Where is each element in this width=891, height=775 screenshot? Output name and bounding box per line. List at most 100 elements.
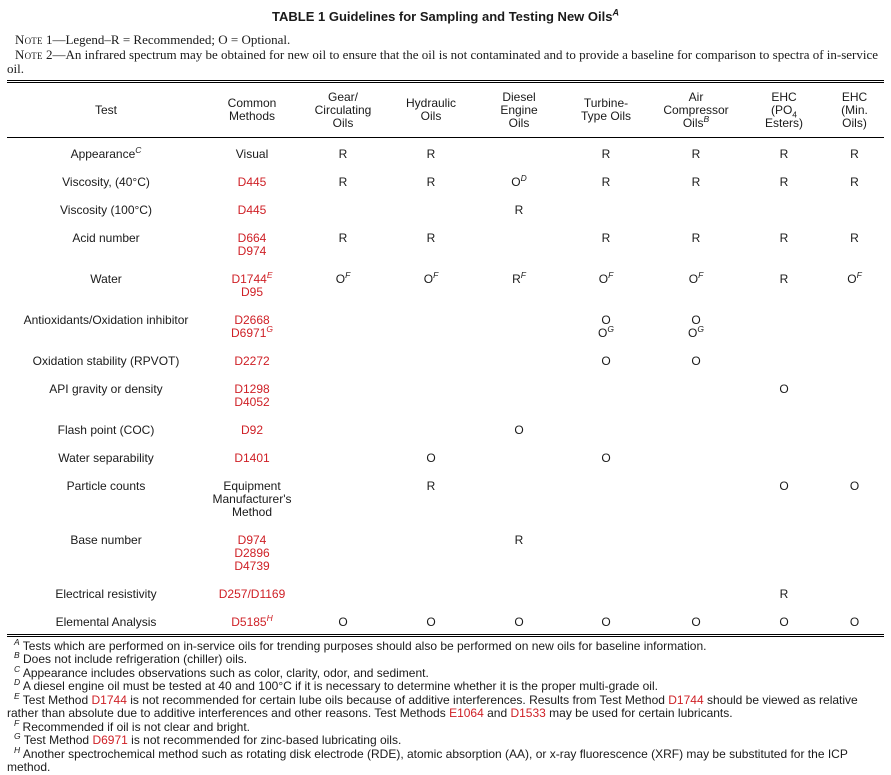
recommendation-cell: O xyxy=(779,478,789,493)
recommendation-cell: R xyxy=(338,146,348,161)
common-methods-cell: D5185H xyxy=(205,606,299,636)
recommendation-cell: O xyxy=(691,614,701,629)
recommendation-cell xyxy=(825,578,884,606)
method-reference: D4739 xyxy=(234,558,270,573)
footnote-A: A Tests which are performed on in-servic… xyxy=(14,636,707,653)
recommendation-cell xyxy=(649,194,743,222)
recommendation-cell xyxy=(563,470,649,524)
recommendation-cell: OF xyxy=(335,269,351,286)
test-name-cell: Elemental Analysis xyxy=(55,614,157,629)
footnote-F: F Recommended if oil is not clear and br… xyxy=(14,717,250,734)
recommendation-cell: R xyxy=(850,174,859,189)
recommendation-cell xyxy=(649,524,743,578)
recommendation-cell xyxy=(649,470,743,524)
footnote-B: B Does not include refrigeration (chille… xyxy=(14,650,248,666)
column-header-3: Hydraulic Oils xyxy=(387,81,475,138)
footnote-D: D A diesel engine oil must be tested at … xyxy=(14,677,658,693)
method-reference: D6971G xyxy=(231,323,273,340)
recommendation-cell: O OG xyxy=(598,312,614,340)
recommendation-cell xyxy=(563,578,649,606)
recommendation-cell xyxy=(475,345,563,373)
recommendation-cell: O xyxy=(601,353,611,368)
recommendation-cell: O xyxy=(779,614,789,629)
recommendation-cell: R xyxy=(779,174,789,189)
recommendation-cell xyxy=(825,304,884,345)
table-title-text: TABLE 1 Guidelines for Sampling and Test… xyxy=(272,9,613,24)
table-row: Electrical resistivity D257/D1169 R xyxy=(7,578,884,606)
recommendation-cell xyxy=(475,304,563,345)
method-reference: E1064 xyxy=(449,706,484,720)
table-header-row: Test Common Methods Gear/Circulating Oils Hyd… xyxy=(7,81,884,138)
recommendation-cell: O xyxy=(338,614,348,629)
recommendation-cell: R xyxy=(601,230,611,245)
table-body: AppearanceC Visual R R R R R R Viscosity, (40°C)… xyxy=(7,137,884,635)
method-reference: D974 xyxy=(237,532,267,547)
recommendation-cell xyxy=(299,373,387,414)
method-reference: D2668 xyxy=(234,312,270,327)
recommendation-cell xyxy=(475,442,563,470)
recommendation-cell: O xyxy=(514,422,524,437)
recommendation-cell: R xyxy=(850,230,859,245)
method-reference: D95 xyxy=(240,284,263,299)
test-name-cell: Antioxidants/Oxidation inhibitor xyxy=(23,312,189,327)
recommendation-cell: R xyxy=(779,230,789,245)
recommendation-cell xyxy=(743,304,825,345)
footnote-marker: D xyxy=(14,677,21,687)
recommendation-cell xyxy=(387,194,475,222)
recommendation-cell: R xyxy=(426,146,436,161)
recommendation-cell xyxy=(825,373,884,414)
table-row: Acid number D664 D974 R R R R R R xyxy=(7,222,884,263)
recommendation-cell xyxy=(563,414,649,442)
recommendation-cell xyxy=(475,470,563,524)
method-reference: D6971 xyxy=(92,733,128,747)
recommendation-cell xyxy=(387,345,475,373)
recommendation-cell: O xyxy=(514,614,524,629)
test-name-cell: Water xyxy=(90,271,122,286)
notes-block: Note 1—Legend–R = Recommended; O = Optio… xyxy=(7,32,884,77)
method-reference: D1401 xyxy=(234,450,270,465)
test-name-cell: Electrical resistivity xyxy=(55,586,157,601)
recommendation-cell xyxy=(475,373,563,414)
table-row: Antioxidants/Oxidation inhibitor D2668 D69… xyxy=(7,304,884,345)
table-title-footnote-marker: A xyxy=(612,7,619,18)
recommendation-cell xyxy=(743,414,825,442)
recommendation-cell xyxy=(475,578,563,606)
recommendation-cell xyxy=(649,414,743,442)
sampling-testing-table: Test Common Methods Gear/Circulating Oils Hyd… xyxy=(7,79,884,637)
table-row: Particle counts Equipment Manufacturer's Me… xyxy=(7,470,884,524)
recommendation-cell xyxy=(299,524,387,578)
method-reference: D4052 xyxy=(234,394,270,409)
column-header-0: Test xyxy=(7,81,205,138)
recommendation-cell xyxy=(825,194,884,222)
recommendation-cell xyxy=(387,414,475,442)
recommendation-cell: OD xyxy=(511,172,527,189)
recommendation-cell xyxy=(299,414,387,442)
test-name-cell: API gravity or density xyxy=(49,381,163,396)
recommendation-cell: O xyxy=(601,614,611,629)
table-row: Elemental Analysis D5185H O O O O O O O xyxy=(7,606,884,636)
common-methods-cell: D92 xyxy=(205,414,299,442)
recommendation-cell xyxy=(299,345,387,373)
test-name-cell: AppearanceC xyxy=(70,144,142,161)
column-header-4: Diesel Engine Oils xyxy=(475,81,563,138)
recommendation-cell: R xyxy=(779,586,789,601)
recommendation-cell xyxy=(387,373,475,414)
test-name-cell: Viscosity, (40°C) xyxy=(62,174,150,189)
recommendation-cell: OF xyxy=(598,269,614,286)
recommendation-cell xyxy=(387,304,475,345)
method-reference: D1298 xyxy=(234,381,270,396)
recommendation-cell: R xyxy=(779,146,789,161)
method-reference: D1533 xyxy=(510,706,546,720)
recommendation-cell xyxy=(475,222,563,263)
footnote-marker: A xyxy=(14,636,20,647)
column-header-5: Turbine- Type Oils xyxy=(563,81,649,138)
footnote-marker: G xyxy=(14,731,21,741)
test-name-cell: Acid number xyxy=(72,230,140,245)
common-methods-cell: D2272 xyxy=(205,345,299,373)
recommendation-cell: R xyxy=(338,174,348,189)
column-header-1: Common Methods xyxy=(205,81,299,138)
recommendation-cell: R xyxy=(426,174,436,189)
recommendation-cell xyxy=(387,524,475,578)
recommendation-cell: RF xyxy=(512,269,526,286)
common-methods-cell: D257/D1169 xyxy=(205,578,299,606)
